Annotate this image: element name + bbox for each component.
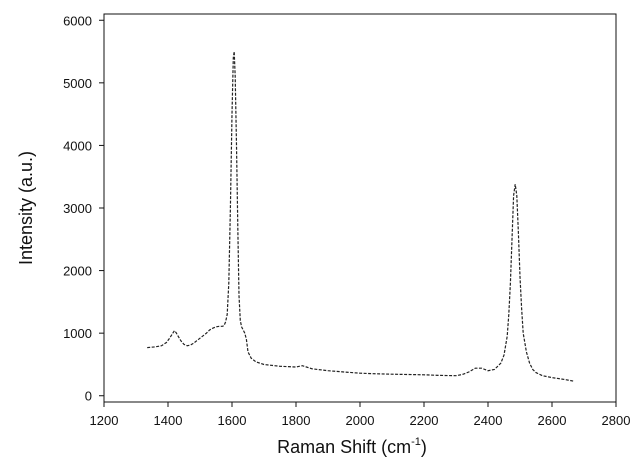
y-tick-label: 0 [85,389,92,404]
y-tick-label: 1000 [63,326,92,341]
x-tick-label: 2600 [538,413,567,428]
x-axis-title-main: Raman Shift (cm [277,437,411,457]
x-tick-label: 1600 [218,413,247,428]
x-tick-label: 2000 [346,413,375,428]
y-tick-label: 5000 [63,76,92,91]
x-tick-label: 2400 [474,413,503,428]
x-tick-label: 1200 [90,413,119,428]
x-tick-label: 1800 [282,413,311,428]
spectrum-line [147,51,575,382]
x-axis-ticks: 1200 1400 1600 1800 2000 2200 2400 2600 2800 [90,402,631,428]
x-tick-label: 2800 [602,413,631,428]
x-axis-title: Raman Shift (cm-1) [277,436,427,457]
x-tick-label: 1400 [154,413,183,428]
x-axis-title-suffix: ) [421,437,427,457]
y-axis-title: Intensity (a.u.) [16,151,36,265]
y-axis-ticks: 0 1000 2000 3000 4000 5000 6000 [63,13,104,404]
x-axis-title-sup: -1 [411,436,421,448]
y-tick-label: 4000 [63,138,92,153]
y-tick-label: 6000 [63,13,92,28]
y-tick-label: 2000 [63,264,92,279]
plot-frame [103,13,617,403]
y-tick-label: 3000 [63,201,92,216]
x-tick-label: 2200 [410,413,439,428]
